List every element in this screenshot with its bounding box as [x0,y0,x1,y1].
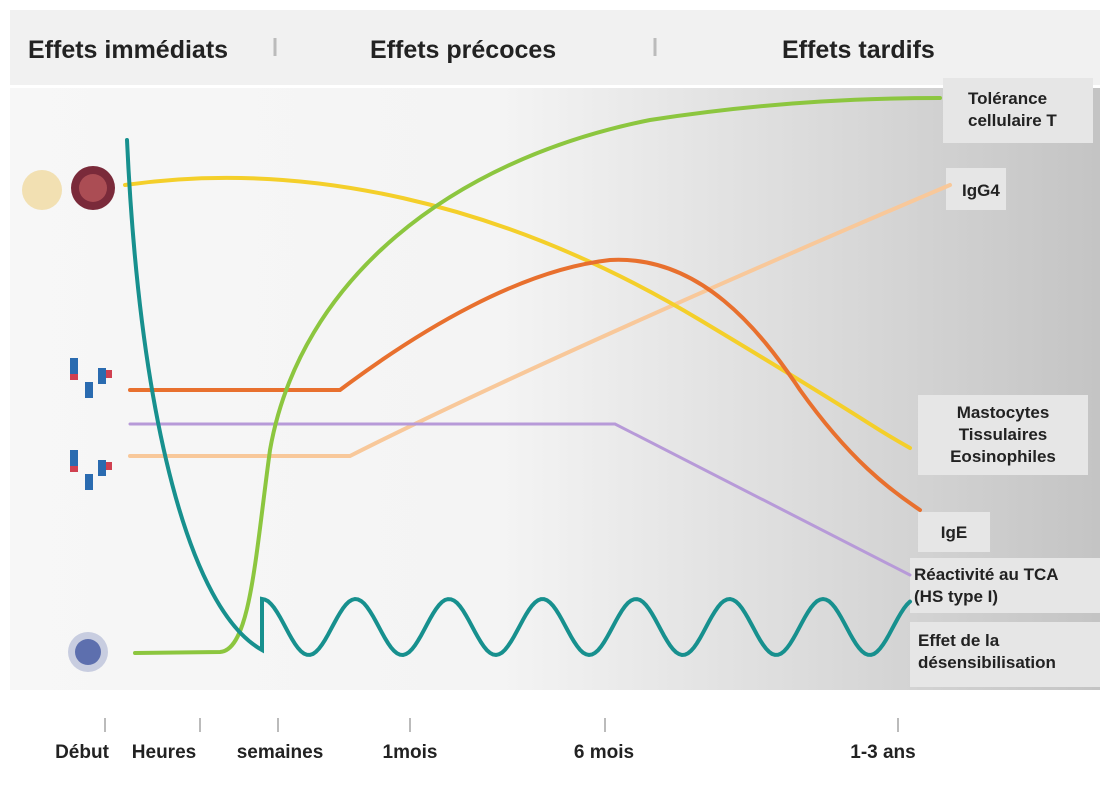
time-label: 6 mois [574,742,634,763]
time-label: semaines [237,742,324,763]
desensitization-curve [125,138,912,658]
mastocytes-curve [123,175,912,450]
icons [22,166,115,672]
curve-label: Tolérance [968,89,1047,108]
time-label: Début [55,742,110,763]
curve-label: IgE [941,523,967,542]
timeline: Début Heures semaines 1mois 6 mois 1-3 a… [55,742,916,763]
curve-labels: Tolérance cellulaire T IgG4 Mastocytes Tissu… [914,89,1059,672]
phase-label: Effets immédiats [28,36,228,64]
time-label: Heures [132,742,196,763]
curves [123,96,952,658]
curve-label: Mastocytes [957,403,1050,422]
time-label: 1mois [383,742,438,763]
ige-curve [128,257,922,512]
curve-label: Eosinophiles [950,447,1056,466]
curve-label: Réactivité au TCA [914,565,1059,584]
header: Effets immédiats Effets précoces Effets … [28,36,935,64]
header-band [10,10,1100,85]
timeline-ticks [104,718,899,732]
curve-label: IgG4 [962,181,1000,200]
phase-label: Effets précoces [370,36,556,64]
tolerance-curve [133,96,942,655]
curve-label: cellulaire T [968,111,1057,130]
tca-curve [128,422,912,577]
curve-label: désensibilisation [918,653,1056,672]
label-boxes [910,78,1100,687]
curve-label: (HS type I) [914,587,998,606]
curve-label: Effet de la [918,631,1000,650]
curve-label: Tissulaires [959,425,1048,444]
time-label: 1-3 ans [850,742,915,763]
phase-label: Effets tardifs [782,36,935,64]
igg4-curve [128,183,952,458]
